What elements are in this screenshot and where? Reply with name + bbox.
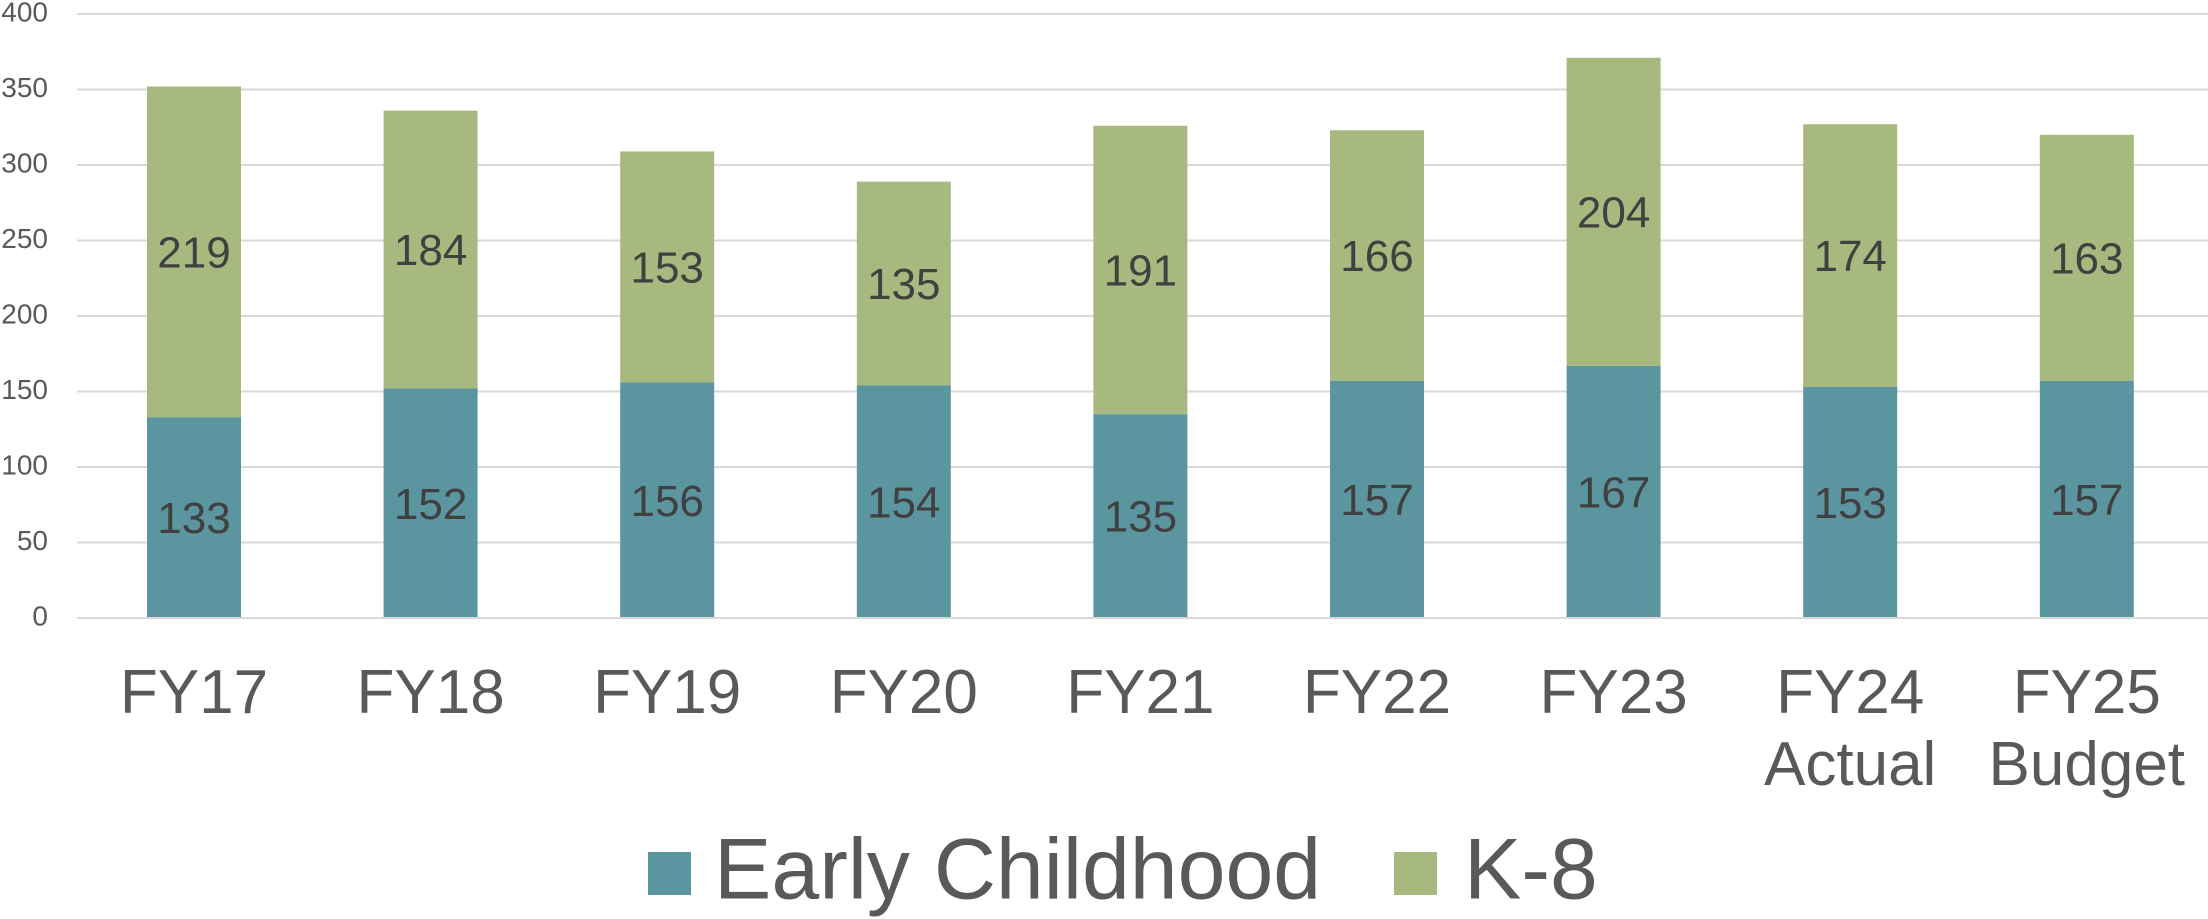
data-label: 152 xyxy=(394,480,467,529)
legend-swatch xyxy=(648,852,691,895)
y-tick-label: 350 xyxy=(1,72,48,103)
x-tick-label: FY23 xyxy=(1539,658,1688,727)
data-label: 133 xyxy=(157,494,230,543)
x-tick-label: FY22 xyxy=(1302,658,1452,727)
bar-segment xyxy=(1566,57,1661,366)
data-label: 154 xyxy=(867,478,940,527)
bar-segment xyxy=(1093,414,1188,618)
data-label: 166 xyxy=(1340,232,1413,281)
bar-segment xyxy=(383,110,478,389)
data-label: 167 xyxy=(1577,469,1650,518)
bar-segment xyxy=(2039,380,2134,618)
data-label: 174 xyxy=(1813,232,1886,281)
data-label: 156 xyxy=(630,477,703,526)
x-tick-label: FY21 xyxy=(1066,658,1215,727)
y-tick-label: 300 xyxy=(1,147,48,178)
bar-segment xyxy=(1093,125,1188,415)
bar-segment xyxy=(1803,386,1898,618)
data-label: 135 xyxy=(867,260,940,309)
x-tick-label: FY20 xyxy=(829,658,978,727)
x-tick-label: FY18 xyxy=(356,658,505,727)
bar-segment xyxy=(1803,124,1898,387)
data-label: 135 xyxy=(1104,493,1177,542)
y-tick-label: 200 xyxy=(1,298,48,329)
bar-segment xyxy=(147,417,241,618)
data-label: 157 xyxy=(1340,476,1413,525)
x-tick-label: FY25 Budget xyxy=(1988,658,2186,799)
data-label: 153 xyxy=(1813,479,1886,528)
bar-segment xyxy=(2039,134,2134,381)
bar-segment xyxy=(1566,365,1661,618)
bar-segment xyxy=(1330,130,1424,381)
bar-segment xyxy=(856,385,951,618)
bar-segment xyxy=(147,86,241,418)
legend-label: Early Childhood xyxy=(714,822,1321,918)
y-tick-label: 250 xyxy=(1,223,48,254)
bar-segment xyxy=(620,382,715,618)
data-label: 191 xyxy=(1104,247,1177,296)
x-tick-label: FY19 xyxy=(593,658,742,727)
bar-segment xyxy=(383,388,478,618)
data-label: 157 xyxy=(2050,476,2123,525)
legend-label: K-8 xyxy=(1464,822,1598,918)
data-label: 184 xyxy=(394,226,467,275)
y-tick-label: 0 xyxy=(32,600,48,631)
bar-segment xyxy=(620,151,715,383)
data-label: 163 xyxy=(2050,234,2123,283)
data-label: 204 xyxy=(1577,188,1650,237)
data-label: 153 xyxy=(630,244,703,293)
x-tick-label: FY24 Actual xyxy=(1764,658,1937,799)
data-label: 219 xyxy=(157,228,230,277)
x-tick-label: FY17 xyxy=(119,658,269,727)
y-tick-label: 50 xyxy=(17,525,48,556)
legend-swatch xyxy=(1394,852,1437,895)
y-tick-label: 400 xyxy=(1,0,48,27)
y-tick-label: 150 xyxy=(1,374,48,405)
bar-segment xyxy=(856,181,951,386)
bar-segment xyxy=(1330,380,1424,618)
y-tick-label: 100 xyxy=(1,449,48,480)
